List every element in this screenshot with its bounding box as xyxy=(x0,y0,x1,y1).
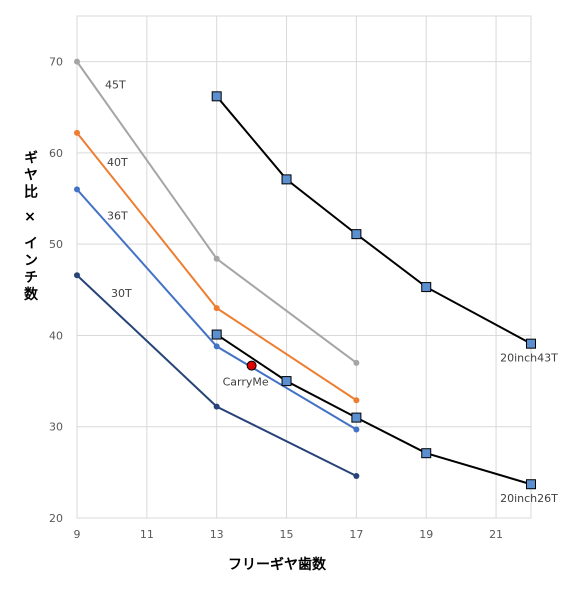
x-tick-label: 13 xyxy=(210,528,224,541)
y-tick-label: 70 xyxy=(49,56,63,69)
series-label-36T: 36T xyxy=(107,209,128,222)
series-lines xyxy=(76,61,532,486)
y-tick-label: 40 xyxy=(49,329,63,342)
gridlines xyxy=(76,15,532,519)
data-point-36T xyxy=(353,426,360,433)
data-point-20inch26T xyxy=(421,448,432,459)
y-tick-labels: 20 30 40 50 60 70 xyxy=(49,56,63,525)
x-tick-labels: 9 11 13 15 17 19 21 xyxy=(74,528,504,541)
data-point-45T xyxy=(213,255,220,262)
data-point-20inch26T xyxy=(281,376,292,387)
y-tick-label: 20 xyxy=(49,512,63,525)
y-tick-label: 30 xyxy=(49,421,63,434)
data-point-20inch26T xyxy=(526,479,536,490)
series-label-40T: 40T xyxy=(107,156,128,169)
data-point-20inch43T xyxy=(211,91,222,102)
data-point-40T xyxy=(353,397,360,404)
data-point-45T xyxy=(74,58,80,65)
data-point-30T xyxy=(213,403,220,410)
data-point-45T xyxy=(353,359,360,366)
series-label-30T: 30T xyxy=(111,287,132,300)
x-tick-label: 17 xyxy=(349,528,363,541)
data-point-36T xyxy=(74,186,80,193)
data-point-30T xyxy=(74,272,80,279)
y-tick-label: 50 xyxy=(49,238,63,251)
series-labels: 45T 40T 36T 30T 20inch43T 20inch26T CarryMe xyxy=(105,79,558,506)
x-axis-label: フリーギヤ歯数 xyxy=(228,556,327,573)
x-tick-label: 11 xyxy=(140,528,154,541)
point-label-CarryMe: CarryMe xyxy=(223,376,269,389)
x-tick-label: 9 xyxy=(74,528,81,541)
series-label-20inch43T: 20inch43T xyxy=(500,352,558,365)
data-point-20inch43T xyxy=(281,174,292,185)
series-label-20inch26T: 20inch26T xyxy=(500,492,558,505)
data-point-36T xyxy=(213,343,220,350)
data-point-20inch43T xyxy=(351,229,362,240)
series-label-45T: 45T xyxy=(105,79,126,92)
x-tick-label: 19 xyxy=(419,528,433,541)
data-point-40T xyxy=(74,129,80,136)
x-tick-label: 21 xyxy=(489,528,503,541)
data-point-20inch43T xyxy=(421,282,432,293)
y-tick-label: 60 xyxy=(49,147,63,160)
series-line-20inch43T xyxy=(215,95,532,345)
data-point-20inch26T xyxy=(211,329,222,340)
x-tick-label: 15 xyxy=(280,528,294,541)
data-point-CarryMe xyxy=(246,360,257,371)
series-line-20inch26T xyxy=(216,333,532,486)
data-point-40T xyxy=(213,305,220,312)
data-point-20inch26T xyxy=(351,412,362,423)
series-markers xyxy=(74,58,536,490)
y-axis-label: ギヤ比 × インチ数 xyxy=(22,150,38,304)
data-point-20inch43T xyxy=(526,338,536,349)
data-point-30T xyxy=(353,473,360,480)
